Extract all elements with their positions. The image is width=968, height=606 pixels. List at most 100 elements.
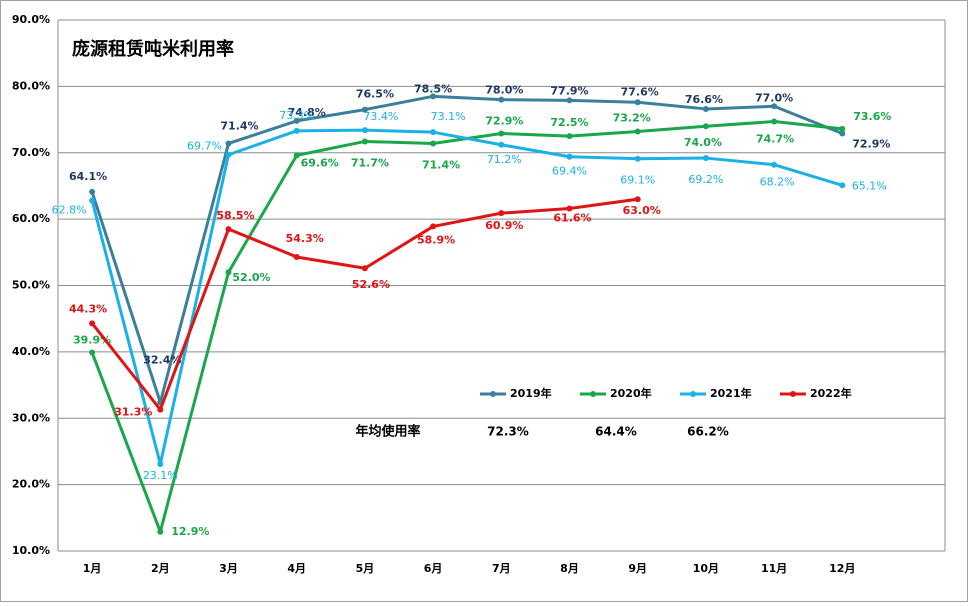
point bbox=[566, 153, 573, 160]
data-label: 73.4% bbox=[363, 110, 398, 123]
point bbox=[702, 105, 709, 112]
legend-marker bbox=[490, 391, 496, 397]
data-label: 71.4% bbox=[220, 119, 258, 132]
data-label: 44.3% bbox=[69, 302, 107, 315]
x-tick-label: 8月 bbox=[560, 562, 579, 575]
point bbox=[566, 205, 573, 212]
data-label: 69.2% bbox=[688, 173, 723, 186]
x-tick-label: 11月 bbox=[761, 562, 787, 575]
x-tick-label: 3月 bbox=[219, 562, 238, 575]
point bbox=[702, 155, 709, 162]
data-label: 32.4% bbox=[143, 353, 181, 366]
data-label: 58.9% bbox=[417, 233, 455, 246]
point bbox=[293, 117, 300, 124]
point bbox=[634, 196, 641, 203]
data-label: 71.2% bbox=[487, 153, 522, 166]
point bbox=[566, 97, 573, 104]
point bbox=[430, 223, 437, 230]
point bbox=[293, 127, 300, 134]
point bbox=[634, 155, 641, 162]
y-tick-label: 40.0% bbox=[12, 345, 50, 358]
data-label: 73.3% bbox=[279, 109, 314, 122]
data-label: 69.1% bbox=[620, 174, 655, 187]
y-tick-label: 30.0% bbox=[12, 411, 50, 424]
point bbox=[498, 210, 505, 217]
data-label: 69.7% bbox=[187, 140, 222, 153]
data-label: 71.7% bbox=[351, 156, 389, 169]
data-label: 52.0% bbox=[232, 271, 270, 284]
data-label: 65.1% bbox=[852, 179, 887, 192]
data-label: 63.0% bbox=[623, 204, 661, 217]
data-label: 72.9% bbox=[485, 115, 523, 128]
data-label: 77.0% bbox=[755, 91, 793, 104]
point bbox=[566, 133, 573, 140]
data-label: 69.4% bbox=[552, 165, 587, 178]
annotation: 年均使用率 bbox=[355, 424, 420, 440]
point bbox=[293, 152, 300, 159]
point bbox=[839, 182, 846, 189]
data-label: 78.0% bbox=[485, 84, 523, 97]
point bbox=[361, 265, 368, 272]
point bbox=[839, 125, 846, 132]
point bbox=[89, 188, 96, 195]
chart-title: 庞源租赁吨米利用率 bbox=[72, 38, 234, 60]
point bbox=[89, 197, 96, 204]
x-tick-label: 7月 bbox=[492, 562, 511, 575]
data-label: 69.6% bbox=[301, 156, 339, 169]
point bbox=[361, 106, 368, 113]
point bbox=[771, 118, 778, 125]
y-tick-label: 60.0% bbox=[12, 212, 50, 225]
data-label: 52.6% bbox=[352, 278, 390, 291]
data-label: 77.6% bbox=[621, 85, 659, 98]
point bbox=[225, 269, 232, 276]
data-label: 73.1% bbox=[431, 110, 466, 123]
y-tick-label: 50.0% bbox=[12, 279, 50, 292]
legend-marker bbox=[690, 391, 696, 397]
data-label: 71.4% bbox=[422, 158, 460, 171]
point bbox=[498, 141, 505, 148]
point bbox=[430, 140, 437, 147]
data-label: 58.5% bbox=[216, 209, 254, 222]
data-label: 60.9% bbox=[485, 219, 523, 232]
data-label: 54.3% bbox=[286, 232, 324, 245]
data-label: 64.1% bbox=[69, 170, 107, 183]
y-tick-label: 90.0% bbox=[12, 13, 50, 26]
point bbox=[634, 99, 641, 106]
point bbox=[225, 226, 232, 233]
y-tick-label: 80.0% bbox=[12, 79, 50, 92]
point bbox=[498, 130, 505, 137]
data-label: 74.7% bbox=[756, 133, 794, 146]
point bbox=[89, 320, 96, 327]
point bbox=[771, 161, 778, 168]
legend-marker bbox=[790, 391, 796, 397]
legend-label: 2022年 bbox=[810, 386, 852, 400]
data-label: 73.2% bbox=[613, 112, 651, 125]
point bbox=[839, 130, 846, 137]
point bbox=[430, 93, 437, 100]
legend-marker bbox=[590, 391, 596, 397]
data-label: 76.6% bbox=[685, 93, 723, 106]
x-tick-label: 5月 bbox=[356, 562, 375, 575]
point bbox=[157, 461, 164, 468]
data-label: 74.8% bbox=[288, 106, 326, 119]
x-tick-label: 6月 bbox=[424, 562, 443, 575]
data-label: 73.6% bbox=[853, 110, 891, 123]
point bbox=[225, 140, 232, 147]
point bbox=[430, 129, 437, 136]
x-tick-label: 10月 bbox=[693, 562, 719, 575]
data-label: 31.3% bbox=[114, 406, 152, 419]
data-label: 78.5% bbox=[414, 82, 452, 95]
y-tick-label: 10.0% bbox=[12, 544, 50, 557]
data-label: 72.9% bbox=[852, 138, 890, 151]
point bbox=[361, 138, 368, 145]
data-label: 62.8% bbox=[52, 204, 87, 217]
point bbox=[771, 103, 778, 110]
data-label: 12.9% bbox=[171, 525, 209, 538]
point bbox=[634, 128, 641, 135]
data-label: 72.5% bbox=[550, 116, 588, 129]
series-line bbox=[90, 128, 843, 466]
point bbox=[702, 123, 709, 130]
annotation-value: 64.4% bbox=[595, 425, 637, 439]
x-tick-label: 12月 bbox=[829, 562, 855, 575]
